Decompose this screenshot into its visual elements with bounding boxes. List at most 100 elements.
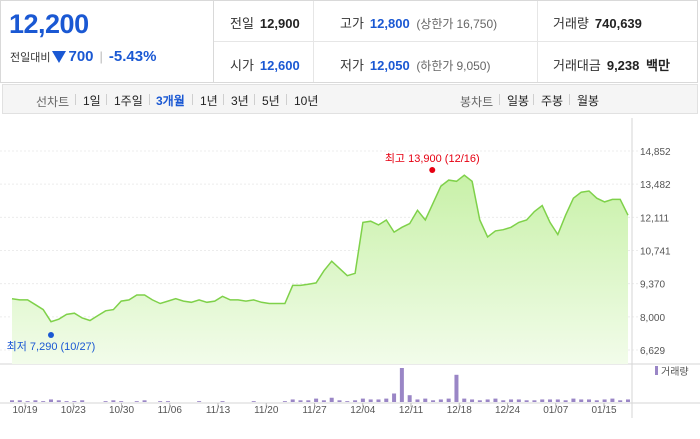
tab-3m[interactable]: 3개월 xyxy=(156,94,185,108)
x-tick-label: 01/15 xyxy=(591,405,616,416)
stock-summary-panel: 12,200 전일대비 700 | -5.43% 전일 12,900 고가 12,8… xyxy=(0,0,698,83)
volume-bar xyxy=(602,399,607,402)
tab-3y[interactable]: 3년 xyxy=(231,94,249,108)
volume-bar xyxy=(103,401,108,402)
volume-bar xyxy=(477,400,482,402)
volume-bar xyxy=(56,400,61,402)
open-value: 12,600 xyxy=(259,58,300,73)
y-tick-label: 12,111 xyxy=(640,213,670,224)
high-cell: 고가 12,800 (상한가 16,750) xyxy=(340,13,497,32)
y-tick-label: 10,741 xyxy=(640,247,671,258)
volume-bar xyxy=(134,401,139,402)
volume-bar xyxy=(407,395,412,402)
min-point-marker xyxy=(47,332,54,338)
amount-label: 거래대금 xyxy=(553,58,601,73)
tab-weekly-candle[interactable]: 주봉 xyxy=(541,94,564,108)
volume-bar xyxy=(321,400,326,402)
volume-bar xyxy=(10,400,14,402)
current-price-box: 12,200 전일대비 700 | -5.43% xyxy=(1,1,214,82)
volume-cell: 거래량 740,639 xyxy=(553,13,642,32)
column-divider xyxy=(313,1,314,82)
volume-bar xyxy=(220,401,225,402)
upper-limit-label: (상한가 xyxy=(416,17,454,31)
volume-bar xyxy=(142,400,147,402)
tab-monthly-candle[interactable]: 월봉 xyxy=(577,94,600,108)
change-value: 700 xyxy=(68,48,94,65)
volume-bar xyxy=(360,398,365,402)
prev-close-cell: 전일 12,900 xyxy=(230,13,300,32)
min-annotation: 최저 7,290 (10/27) xyxy=(7,340,96,353)
volume-bar xyxy=(25,401,30,402)
volume-bar xyxy=(392,393,397,402)
volume-bar xyxy=(462,398,467,402)
tab-1d[interactable]: 1일 xyxy=(83,94,101,108)
x-tick-label: 11/27 xyxy=(302,405,327,416)
x-tick-label: 12/24 xyxy=(495,405,520,416)
volume-bar xyxy=(17,400,22,402)
price-chart: 14,852 13,482 12,111 10,741 9,370 8,000 6,629 … xyxy=(0,118,700,434)
current-price: 12,200 xyxy=(9,9,89,39)
open-label: 시가 xyxy=(230,58,254,73)
y-tick-label: 8,000 xyxy=(640,313,665,324)
tab-separator xyxy=(106,94,107,105)
volume-bar xyxy=(41,401,46,402)
row-divider xyxy=(214,41,697,42)
volume-bar xyxy=(485,399,490,402)
volume-bar xyxy=(438,399,443,402)
low-label: 저가 xyxy=(340,58,364,73)
volume-bar xyxy=(353,400,358,402)
amount-cell: 거래대금 9,238 백만 xyxy=(553,55,670,74)
x-tick-label: 10/30 xyxy=(109,405,134,416)
volume-bar xyxy=(626,399,630,402)
volume-bar xyxy=(165,401,170,402)
tab-daily-candle[interactable]: 일봉 xyxy=(507,94,530,108)
volume-bar xyxy=(368,399,373,402)
volume-bar xyxy=(415,399,420,402)
volume-bar xyxy=(33,400,38,402)
volume-bar xyxy=(158,401,163,402)
low-cell: 저가 12,050 (하한가 9,050) xyxy=(340,55,490,74)
low-value: 12,050 xyxy=(369,58,410,73)
tab-5y[interactable]: 5년 xyxy=(262,94,280,108)
volume-bar xyxy=(446,398,451,402)
y-tick-label: 13,482 xyxy=(640,180,671,191)
volume-bar xyxy=(384,398,389,402)
volume-bar xyxy=(571,398,576,402)
max-annotation: 최고 13,900 (12/16) xyxy=(385,152,480,165)
volume-bar xyxy=(64,401,69,402)
volume-bar xyxy=(72,401,77,402)
x-tick-label: 11/20 xyxy=(254,405,279,416)
volume-legend-label: 거래량 xyxy=(661,366,689,378)
x-tick-label: 10/23 xyxy=(61,405,86,416)
volume-bar xyxy=(345,401,350,402)
x-tick-label: 12/11 xyxy=(399,405,424,416)
down-arrow-icon xyxy=(52,50,67,63)
volume-bar xyxy=(532,400,537,402)
volume-bar xyxy=(594,400,599,402)
volume-bar xyxy=(80,400,85,402)
volume-bar xyxy=(524,400,529,402)
volume-bar xyxy=(555,399,560,402)
lower-limit-label: (하한가 xyxy=(416,59,454,73)
volume-bar xyxy=(548,399,553,402)
candle-chart-label: 봉차트 xyxy=(460,95,494,109)
volume-bar xyxy=(470,399,475,402)
high-value: 12,800 xyxy=(369,16,410,31)
tab-1y[interactable]: 1년 xyxy=(200,94,218,108)
volume-bar xyxy=(197,401,202,402)
volume-bar xyxy=(610,398,615,402)
tab-10y[interactable]: 10년 xyxy=(294,94,319,108)
open-cell: 시가 12,600 xyxy=(230,55,300,74)
y-tick-label: 9,370 xyxy=(640,280,665,291)
volume-bar xyxy=(314,398,319,402)
x-tick-label: 12/18 xyxy=(447,405,472,416)
chart-period-tabbar: 선차트 1일 1주일 3개월 1년 3년 5년 10년 봉차트 일봉 주봉 월봉 xyxy=(2,84,698,114)
tab-1w[interactable]: 1주일 xyxy=(114,94,143,108)
price-area xyxy=(12,175,628,364)
upper-limit-value: 16,750) xyxy=(456,17,498,31)
volume-bar xyxy=(399,368,404,402)
lower-limit-value: 9,050) xyxy=(456,59,491,73)
line-chart-label: 선차트 xyxy=(36,95,70,109)
tab-separator xyxy=(569,94,570,105)
volume-label: 거래량 xyxy=(553,16,589,31)
